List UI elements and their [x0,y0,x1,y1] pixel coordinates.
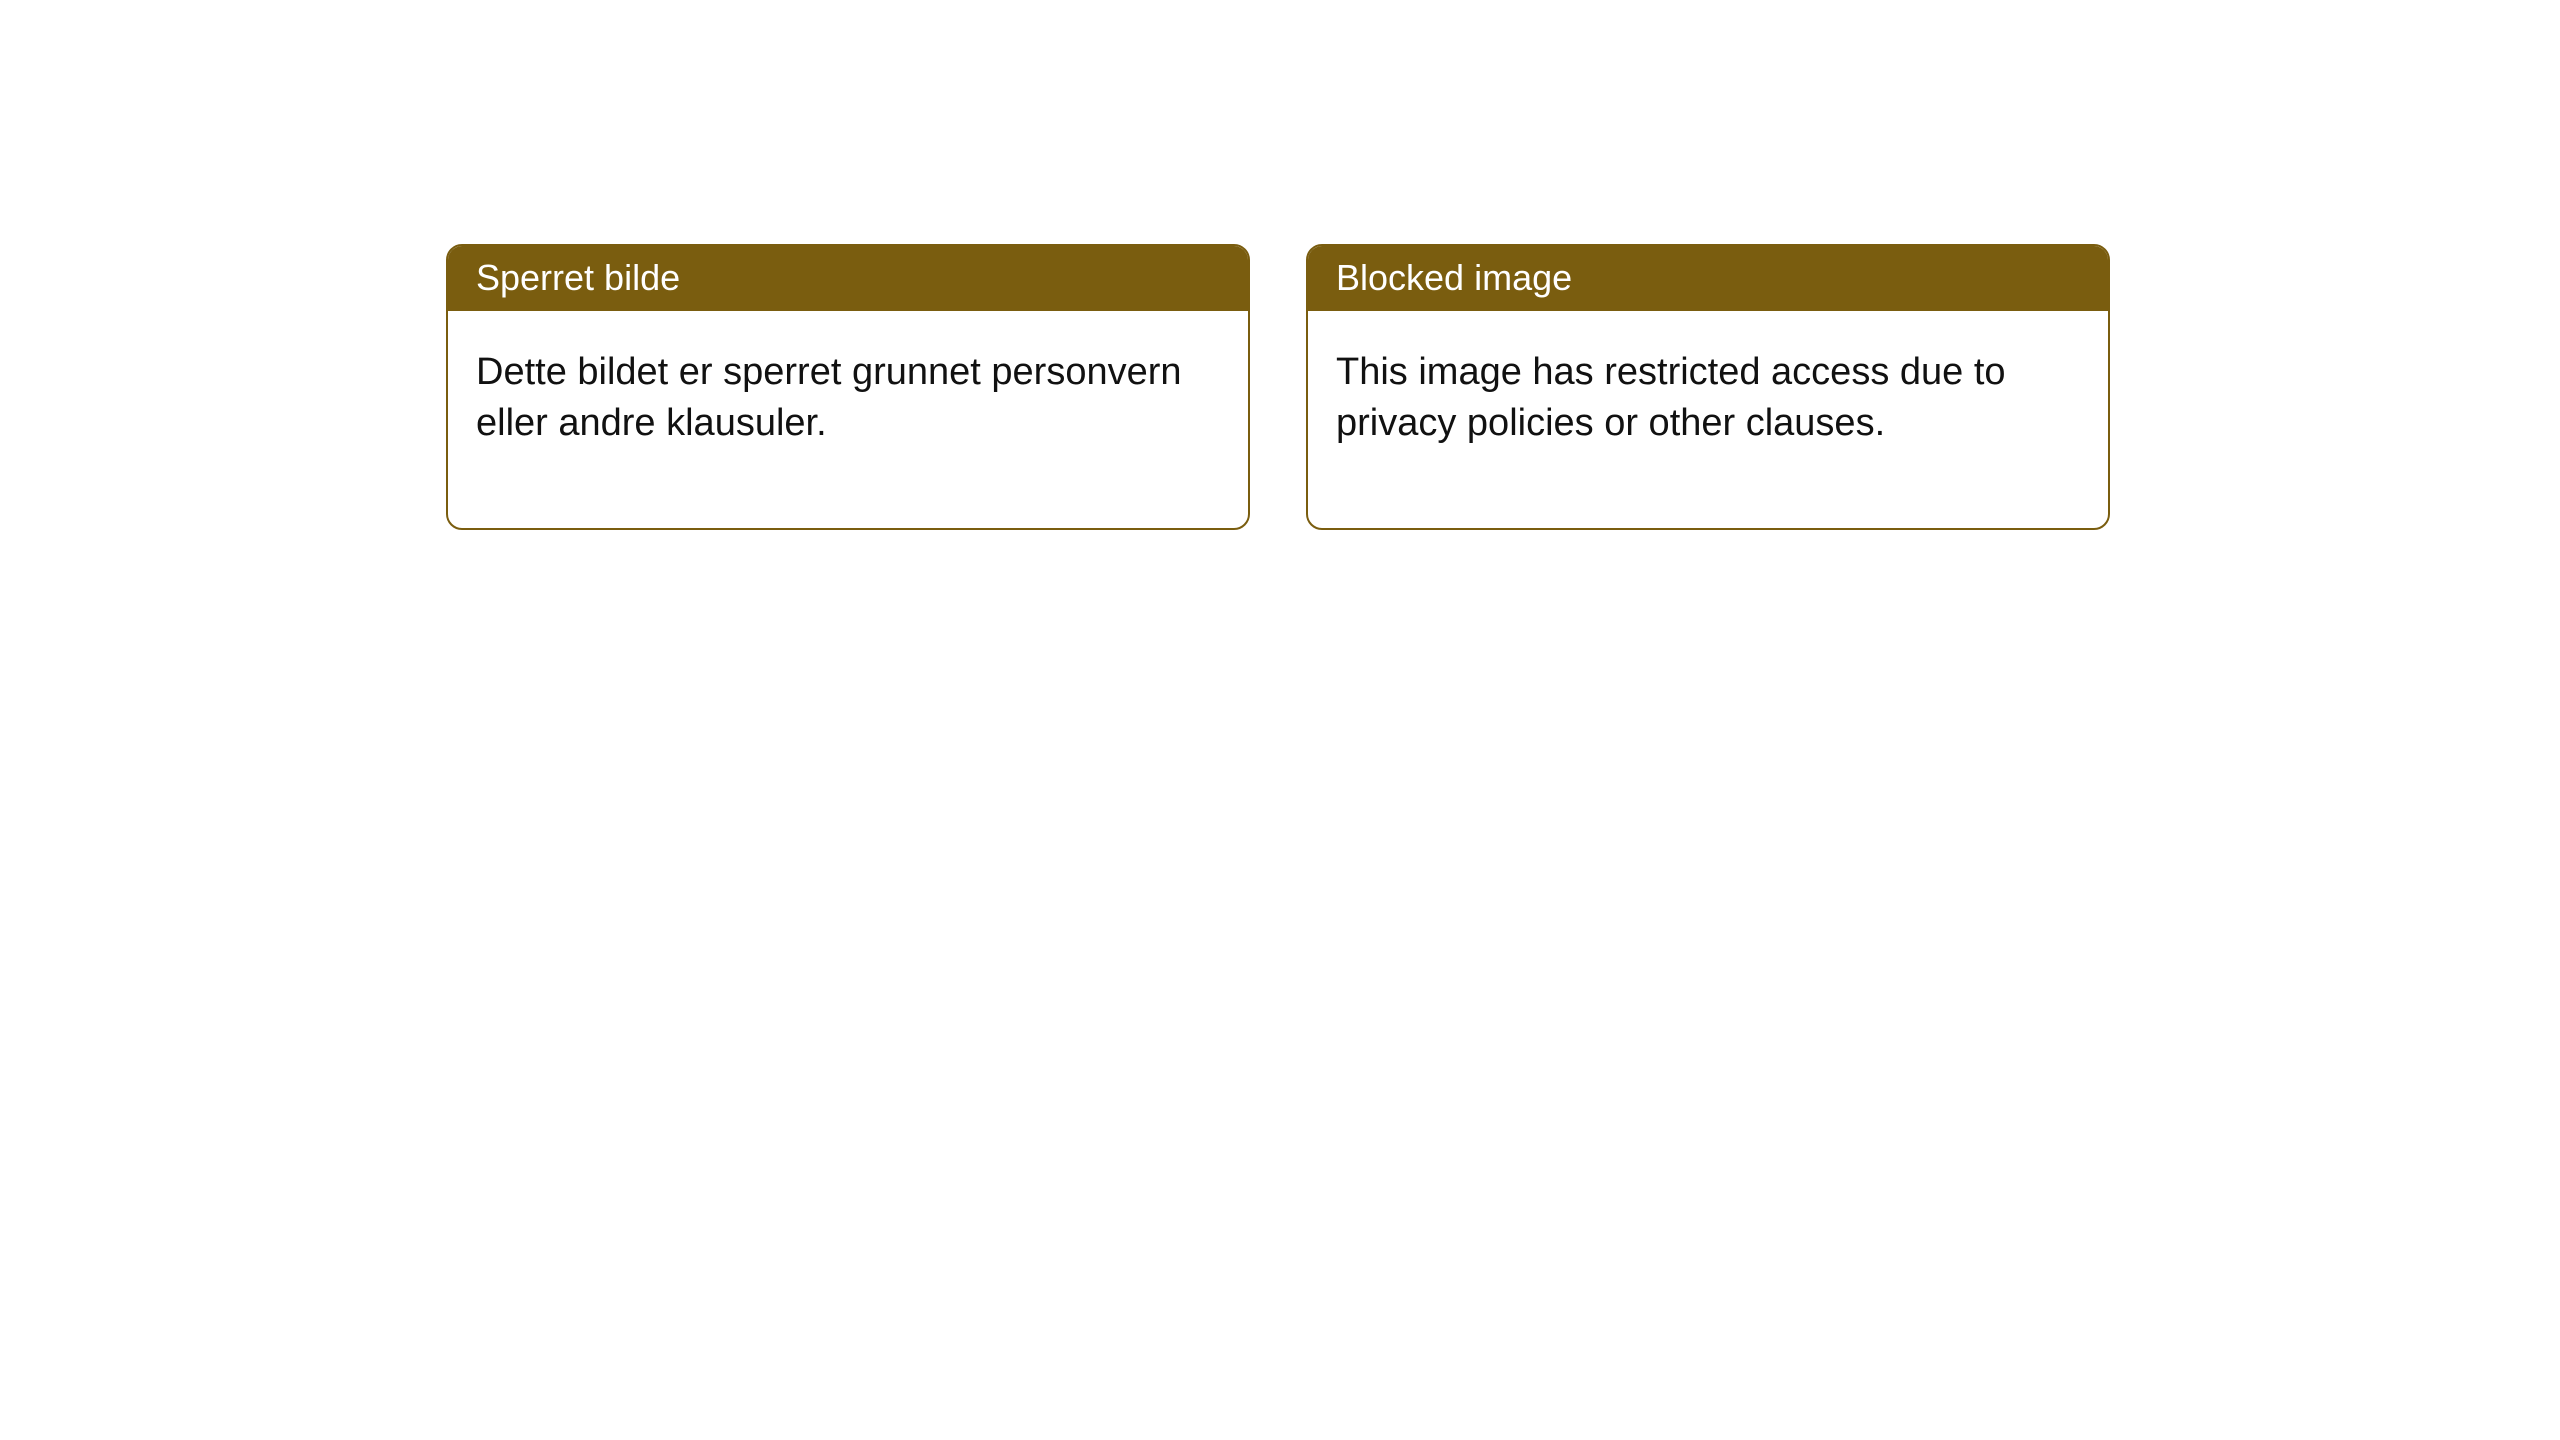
notice-card-english: Blocked image This image has restricted … [1306,244,2110,530]
notice-header: Sperret bilde [448,246,1248,311]
notice-body: Dette bildet er sperret grunnet personve… [448,311,1248,528]
notice-header: Blocked image [1308,246,2108,311]
notice-body: This image has restricted access due to … [1308,311,2108,528]
notice-card-norwegian: Sperret bilde Dette bildet er sperret gr… [446,244,1250,530]
notice-cards-container: Sperret bilde Dette bildet er sperret gr… [446,244,2110,530]
